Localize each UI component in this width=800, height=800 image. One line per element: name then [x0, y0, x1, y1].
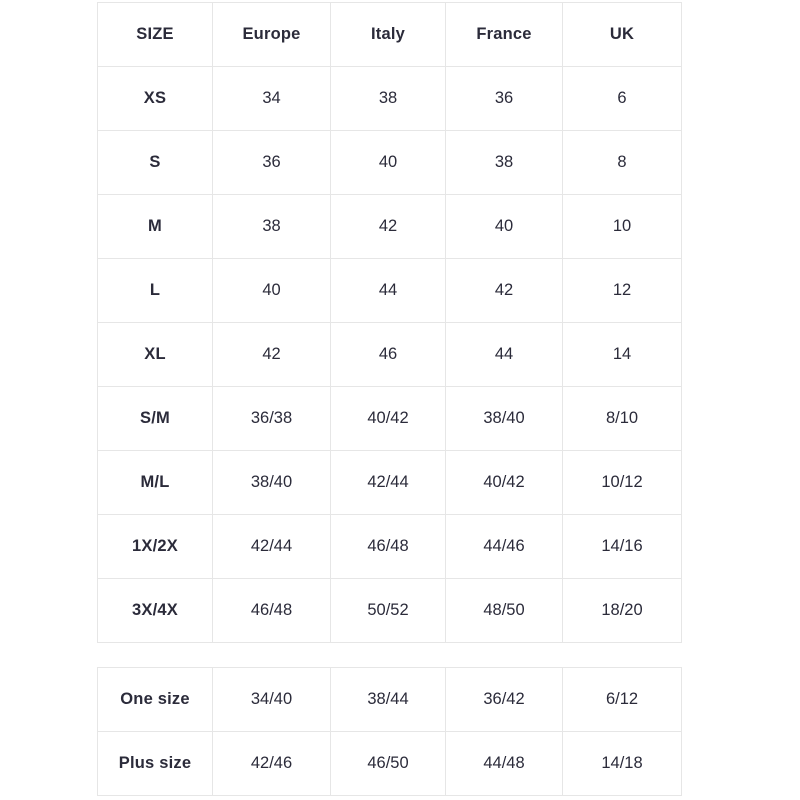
cell-uk: 14: [562, 322, 682, 387]
row-label: M/L: [97, 450, 213, 515]
column-header-france: France: [445, 2, 563, 67]
table-row: XL 42 46 44 14: [97, 322, 682, 387]
cell-europe: 34/40: [212, 667, 331, 732]
cell-france: 40: [445, 194, 563, 259]
cell-uk: 14/18: [562, 731, 682, 796]
cell-france: 36/42: [445, 667, 563, 732]
row-label: M: [97, 194, 213, 259]
cell-italy: 44: [330, 258, 446, 323]
cell-italy: 40: [330, 130, 446, 195]
cell-uk: 10/12: [562, 450, 682, 515]
column-header-italy: Italy: [330, 2, 446, 67]
cell-uk: 6/12: [562, 667, 682, 732]
cell-france: 38: [445, 130, 563, 195]
cell-france: 48/50: [445, 578, 563, 643]
cell-italy: 38: [330, 66, 446, 131]
cell-uk: 6: [562, 66, 682, 131]
cell-italy: 46/48: [330, 514, 446, 579]
row-label: Plus size: [97, 731, 213, 796]
row-label: S: [97, 130, 213, 195]
cell-uk: 14/16: [562, 514, 682, 579]
cell-uk: 12: [562, 258, 682, 323]
cell-uk: 10: [562, 194, 682, 259]
cell-europe: 46/48: [212, 578, 331, 643]
cell-europe: 36: [212, 130, 331, 195]
table-row: 1X/2X 42/44 46/48 44/46 14/16: [97, 514, 682, 579]
cell-france: 38/40: [445, 386, 563, 451]
row-label: S/M: [97, 386, 213, 451]
row-label: XL: [97, 322, 213, 387]
cell-france: 40/42: [445, 450, 563, 515]
column-header-europe: Europe: [212, 2, 331, 67]
cell-europe: 40: [212, 258, 331, 323]
row-label: One size: [97, 667, 213, 732]
table-header: SIZE Europe Italy France UK: [97, 2, 682, 67]
table-body: One size 34/40 38/44 36/42 6/12 Plus siz…: [97, 667, 682, 796]
table-row: XS 34 38 36 6: [97, 66, 682, 131]
row-label: 3X/4X: [97, 578, 213, 643]
table-row: S/M 36/38 40/42 38/40 8/10: [97, 386, 682, 451]
one-size-plus-size-table: One size 34/40 38/44 36/42 6/12 Plus siz…: [97, 667, 682, 796]
cell-france: 44: [445, 322, 563, 387]
table-row: One size 34/40 38/44 36/42 6/12: [97, 667, 682, 732]
cell-italy: 40/42: [330, 386, 446, 451]
row-label: L: [97, 258, 213, 323]
cell-france: 36: [445, 66, 563, 131]
table-body: XS 34 38 36 6 S 36 40 38 8 M 38 42 40 10: [97, 66, 682, 643]
row-label: XS: [97, 66, 213, 131]
cell-italy: 42: [330, 194, 446, 259]
cell-italy: 50/52: [330, 578, 446, 643]
cell-uk: 18/20: [562, 578, 682, 643]
column-header-size: SIZE: [97, 2, 213, 67]
cell-europe: 42/44: [212, 514, 331, 579]
cell-italy: 46: [330, 322, 446, 387]
row-label: 1X/2X: [97, 514, 213, 579]
cell-europe: 42/46: [212, 731, 331, 796]
cell-italy: 46/50: [330, 731, 446, 796]
cell-europe: 38: [212, 194, 331, 259]
table-row: M/L 38/40 42/44 40/42 10/12: [97, 450, 682, 515]
cell-uk: 8/10: [562, 386, 682, 451]
table-header-row: SIZE Europe Italy France UK: [97, 2, 682, 67]
cell-italy: 38/44: [330, 667, 446, 732]
table-row: L 40 44 42 12: [97, 258, 682, 323]
cell-europe: 34: [212, 66, 331, 131]
cell-france: 44/48: [445, 731, 563, 796]
column-header-uk: UK: [562, 2, 682, 67]
table-row: M 38 42 40 10: [97, 194, 682, 259]
cell-europe: 36/38: [212, 386, 331, 451]
cell-france: 42: [445, 258, 563, 323]
size-conversion-table: SIZE Europe Italy France UK XS 34 38 36 …: [97, 2, 682, 643]
table-row: 3X/4X 46/48 50/52 48/50 18/20: [97, 578, 682, 643]
cell-italy: 42/44: [330, 450, 446, 515]
table-row: S 36 40 38 8: [97, 130, 682, 195]
cell-uk: 8: [562, 130, 682, 195]
cell-europe: 38/40: [212, 450, 331, 515]
table-row: Plus size 42/46 46/50 44/48 14/18: [97, 731, 682, 796]
cell-france: 44/46: [445, 514, 563, 579]
cell-europe: 42: [212, 322, 331, 387]
